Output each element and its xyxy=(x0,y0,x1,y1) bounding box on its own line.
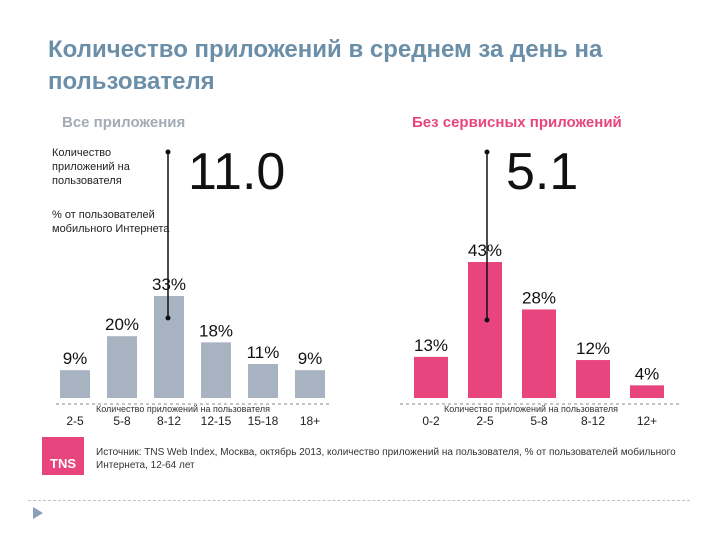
bar-noservice-8-12 xyxy=(576,360,610,398)
chart-title-no-service-apps: Без сервисных приложений xyxy=(412,114,622,131)
pointer-dot-bottom-all xyxy=(165,315,171,321)
bar-noservice-12+ xyxy=(630,385,664,398)
bar-noservice-2-5 xyxy=(468,262,502,398)
bar-noservice-5-8 xyxy=(522,309,556,398)
pointer-dot-top-noservice xyxy=(484,149,490,155)
chart-title-all-apps: Все приложения xyxy=(62,114,186,131)
bottom-divider xyxy=(28,500,690,501)
tick-label-noservice-12+: 12+ xyxy=(637,414,657,428)
tick-label-noservice-0-2: 0-2 xyxy=(422,414,440,428)
tick-label-all-2-5: 2-5 xyxy=(66,414,84,428)
data-label-all-18+: 9% xyxy=(298,349,323,368)
average-all-apps: 11.0 xyxy=(188,143,286,201)
legend-percent-label: % от пользователей мобильного Интернета xyxy=(52,209,170,235)
pointer-dot-top-all xyxy=(165,149,171,155)
tns-logo: TNS xyxy=(42,437,84,475)
bar-noservice-0-2 xyxy=(414,356,448,398)
tick-label-noservice-2-5: 2-5 xyxy=(476,414,494,428)
data-label-noservice-0-2: 13% xyxy=(414,336,448,355)
x-axis-title-no-service-apps: Количество приложений на пользователя xyxy=(444,404,619,414)
data-label-all-8-12: 33% xyxy=(152,275,186,294)
x-axis-title-all-apps: Количество приложений на пользователя xyxy=(96,404,271,414)
tick-label-noservice-8-12: 8-12 xyxy=(581,414,605,428)
bar-all-18+ xyxy=(295,370,325,398)
legend-pointers xyxy=(165,149,490,323)
tick-label-all-12-15: 12-15 xyxy=(201,414,232,428)
next-slide-arrow-icon xyxy=(33,507,43,519)
source-note: Источник: TNS Web Index, Москва, октябрь… xyxy=(96,447,676,471)
slide-title: Количество приложений в среднем за день … xyxy=(48,36,603,95)
data-label-noservice-8-12: 12% xyxy=(576,339,610,358)
bar-all-12-15 xyxy=(201,342,231,398)
chart-all-apps: 9% 2-5 20% 5-8 33% 8-12 18% 12-15 11% 15-18 9% 18+ xyxy=(56,275,330,428)
bar-all-2-5 xyxy=(60,370,90,398)
chart-no-service-apps: 13% 0-2 43% 2-5 28% 5-8 12% 8-12 4% 12+ xyxy=(400,241,680,428)
data-label-all-2-5: 9% xyxy=(63,349,88,368)
data-label-all-12-15: 18% xyxy=(199,321,233,340)
data-label-noservice-2-5: 43% xyxy=(468,241,502,260)
tick-label-all-8-12: 8-12 xyxy=(157,414,181,428)
data-label-noservice-5-8: 28% xyxy=(522,288,556,307)
bar-all-8-12 xyxy=(154,296,184,398)
bar-all-5-8 xyxy=(107,336,137,398)
tick-label-all-18+: 18+ xyxy=(300,414,320,428)
bar-all-15-18 xyxy=(248,364,278,398)
tick-label-all-15-18: 15-18 xyxy=(248,414,279,428)
tick-label-noservice-5-8: 5-8 xyxy=(530,414,548,428)
data-label-noservice-12+: 4% xyxy=(635,364,660,383)
tick-label-all-5-8: 5-8 xyxy=(113,414,131,428)
legend-count-label: Количество приложений на пользователя xyxy=(52,147,130,187)
pointer-dot-bottom-noservice xyxy=(484,317,490,323)
data-label-all-15-18: 11% xyxy=(247,343,280,362)
data-label-all-5-8: 20% xyxy=(105,315,139,334)
average-no-service-apps: 5.1 xyxy=(506,143,579,201)
